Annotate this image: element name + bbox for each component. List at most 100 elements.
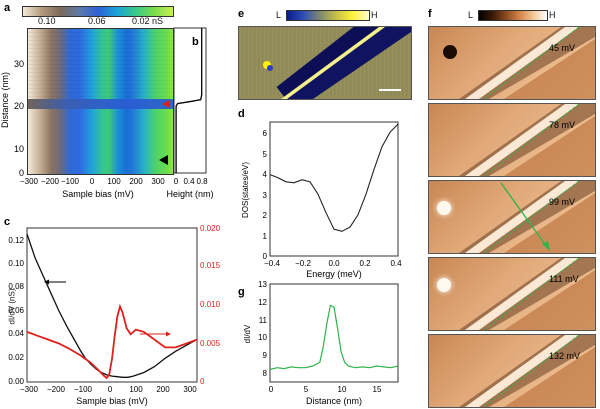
c-xtick-5: 100 bbox=[129, 385, 143, 394]
energy-label: 78 mV bbox=[549, 120, 576, 130]
g-xlabel: Distance (nm) bbox=[306, 396, 362, 406]
g-xtick-5: 5 bbox=[304, 385, 309, 394]
plot-d-frame bbox=[269, 121, 399, 257]
colorbar-a-tick-3: 0.02 nS bbox=[132, 16, 164, 26]
red-marker-icon bbox=[162, 100, 170, 108]
c-ytick-0: 0.00 bbox=[8, 377, 24, 386]
bright-spot-icon bbox=[437, 201, 451, 215]
black-marker-icon bbox=[159, 155, 168, 165]
g-xtick-15: 15 bbox=[373, 385, 382, 394]
d-ytick-3: 3 bbox=[263, 191, 268, 200]
a-ytick-0: 0 bbox=[19, 168, 24, 178]
panel-label-e: e bbox=[238, 8, 245, 20]
b-xtick-1: 0.4 bbox=[183, 177, 195, 186]
g-ytick-13: 13 bbox=[258, 280, 267, 289]
map-f-2: 99 mV bbox=[428, 180, 596, 254]
a-xtick-1: −300 bbox=[20, 177, 39, 186]
map-f-1: 78 mV bbox=[428, 103, 596, 177]
a-xtick-5: 100 bbox=[107, 177, 121, 186]
c-xtick-1: −300 bbox=[20, 385, 39, 394]
a-ytick-20: 20 bbox=[14, 101, 24, 111]
c-ytick-1: 0.02 bbox=[8, 353, 24, 362]
left-arrowhead-icon bbox=[44, 279, 49, 285]
c-xtick-2: −200 bbox=[47, 385, 66, 394]
d-ylabel: DOS(states/eV) bbox=[241, 162, 250, 218]
d-ytick-4: 4 bbox=[263, 170, 268, 179]
d-ytick-6: 6 bbox=[263, 129, 268, 138]
panel-label-g: g bbox=[238, 286, 245, 298]
colorbar-a-tick-2: 0.06 bbox=[88, 16, 106, 26]
c-ytick-4: 0.08 bbox=[8, 282, 24, 291]
colorbar-e-high: H bbox=[371, 10, 378, 20]
didv-red-curve bbox=[26, 303, 198, 380]
a-xtick-4: 0 bbox=[90, 177, 95, 186]
d-xtick-5: 0.4 bbox=[390, 259, 402, 268]
map-f-0: 45 mV bbox=[428, 26, 596, 100]
height-profile-line bbox=[175, 28, 203, 173]
d-xtick-2: −0.2 bbox=[295, 259, 311, 268]
panel-label-b: b bbox=[192, 36, 199, 48]
c-xtick-7: 300 bbox=[183, 385, 197, 394]
d-xtick-1: −0.4 bbox=[264, 259, 280, 268]
g-ytick-9: 9 bbox=[263, 351, 268, 360]
scale-bar bbox=[379, 89, 401, 91]
dos-curve bbox=[269, 123, 399, 232]
c-y2tick-4: 0.020 bbox=[200, 224, 221, 233]
bright-spot-icon bbox=[437, 278, 451, 292]
d-xtick-4: 0.2 bbox=[359, 259, 371, 268]
panel-label-f: f bbox=[428, 8, 432, 20]
g-ytick-11: 11 bbox=[259, 316, 268, 325]
b-xtick-0: 0 bbox=[174, 177, 179, 186]
colorbar-f-high: H bbox=[549, 10, 556, 20]
a-ytick-10: 10 bbox=[14, 144, 24, 154]
g-ylabel: dI/dV bbox=[243, 324, 252, 343]
map-f-3: 111 mV bbox=[428, 257, 596, 331]
energy-label: 111 mV bbox=[549, 274, 579, 284]
a-ylabel: Distance (nm) bbox=[0, 72, 10, 128]
map-a-upper-dark bbox=[28, 29, 173, 99]
c-xtick-4: 0 bbox=[108, 385, 113, 394]
g-xtick-0: 0 bbox=[269, 385, 274, 394]
map-e-step bbox=[263, 27, 411, 99]
defect-spot-icon bbox=[443, 45, 457, 59]
d-ytick-1: 1 bbox=[263, 232, 268, 241]
a-xtick-6: 200 bbox=[129, 177, 143, 186]
c-ytick-5: 0.10 bbox=[8, 259, 24, 268]
g-xtick-10: 10 bbox=[338, 385, 347, 394]
d-ytick-2: 2 bbox=[263, 211, 268, 220]
colorbar-a-tick-1: 0.10 bbox=[38, 16, 56, 26]
a-xtick-7: 300 bbox=[151, 177, 165, 186]
c-ytick-2: 0.04 bbox=[8, 329, 24, 338]
d-xtick-3: 0.0 bbox=[328, 259, 340, 268]
didv-black-curve bbox=[26, 233, 198, 378]
c-y2tick-2: 0.010 bbox=[200, 300, 221, 309]
map-f-4: 132 mV bbox=[428, 334, 596, 408]
c-y2tick-1: 0.005 bbox=[200, 339, 221, 348]
line-profile-curve bbox=[269, 304, 399, 371]
a-xtick-2: −200 bbox=[41, 177, 60, 186]
a-ytick-30: 30 bbox=[14, 59, 24, 69]
panel-label-c: c bbox=[4, 216, 11, 228]
energy-label: 132 mV bbox=[549, 351, 581, 361]
line-cut-arrow-icon bbox=[500, 182, 550, 251]
c-xtick-3: −100 bbox=[74, 385, 93, 394]
d-ytick-0: 0 bbox=[263, 252, 268, 261]
c-y2tick-0: 0 bbox=[200, 377, 205, 386]
c-xtick-6: 200 bbox=[156, 385, 170, 394]
d-xlabel: Energy (meV) bbox=[306, 269, 362, 279]
right-arrowhead-icon bbox=[166, 331, 171, 337]
b-xlabel: Height (nm) bbox=[166, 189, 213, 199]
colorbar-e-low: L bbox=[276, 10, 282, 20]
colorbar-f bbox=[478, 10, 548, 21]
map-a-defect-band bbox=[28, 99, 173, 109]
energy-label: 45 mV bbox=[549, 43, 576, 53]
g-ytick-10: 10 bbox=[258, 333, 267, 342]
c-ytick-3: 0.06 bbox=[8, 306, 24, 315]
c-y2tick-3: 0.015 bbox=[200, 261, 221, 270]
d-ytick-5: 5 bbox=[263, 150, 268, 159]
a-xlabel: Sample bias (mV) bbox=[62, 189, 134, 199]
